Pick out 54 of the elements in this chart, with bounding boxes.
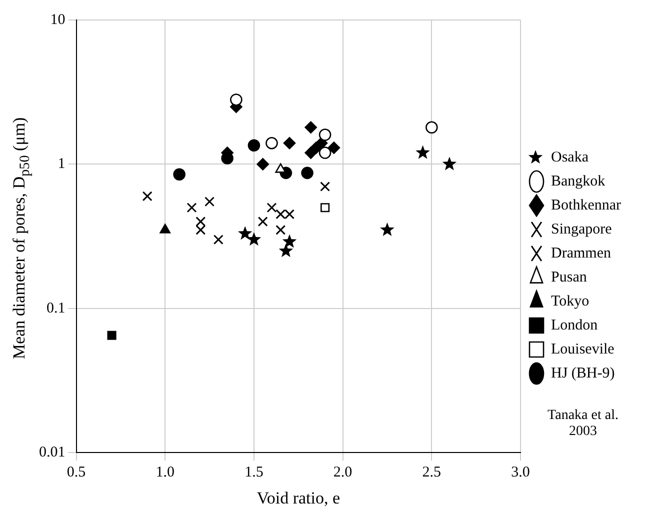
point	[320, 203, 330, 212]
y-tick-label: 1	[58, 156, 66, 172]
point	[328, 142, 340, 154]
legend-label: Osaka	[551, 149, 589, 166]
point	[426, 121, 438, 134]
x-tick-label: 2.5	[422, 464, 442, 481]
x-tick-label: 3.0	[511, 464, 530, 481]
legend-label: Tokyo	[551, 293, 590, 310]
point	[320, 182, 330, 192]
point	[142, 191, 152, 202]
legend-label: Bothkennar	[551, 197, 622, 214]
point	[276, 209, 286, 220]
point	[213, 234, 224, 245]
point	[186, 202, 197, 213]
y-tick-label: 0.01	[39, 444, 66, 461]
point	[442, 156, 457, 170]
point	[380, 222, 394, 236]
x-tick-label: 1.5	[244, 464, 264, 481]
point	[173, 168, 186, 181]
point	[276, 224, 286, 235]
legend-label: Louisevile	[551, 341, 615, 358]
legend-label: Drammen	[551, 245, 612, 262]
legend-label: Singapore	[551, 221, 612, 238]
point	[248, 139, 260, 152]
point	[160, 224, 171, 234]
y-tick-label: 10	[50, 12, 66, 28]
point	[204, 196, 215, 207]
point	[266, 136, 278, 150]
x-tick-label: 2.0	[333, 464, 352, 481]
x-tick-label: 0.5	[66, 464, 86, 481]
point	[107, 330, 116, 340]
point	[416, 145, 430, 159]
point	[256, 158, 269, 170]
point	[278, 244, 294, 258]
point	[238, 226, 252, 240]
text: Tanaka et al. 2003	[546, 408, 620, 440]
y-tick-label: 0.1	[46, 300, 66, 316]
point	[282, 234, 297, 248]
point	[304, 121, 317, 134]
x-axis-title: Void ratio, e	[256, 488, 340, 508]
point	[230, 94, 242, 106]
point	[266, 202, 277, 213]
point	[258, 216, 268, 227]
legend-label: HJ (BH-9)	[551, 365, 615, 382]
point	[284, 209, 294, 220]
legend-label: Bangkok	[551, 173, 606, 190]
point	[318, 146, 332, 159]
point	[246, 232, 262, 246]
legend-label: London	[551, 317, 598, 334]
x-tick-label: 1.0	[156, 464, 174, 481]
point	[301, 166, 314, 180]
point	[283, 136, 296, 150]
point	[318, 128, 332, 141]
legend-label: Pusan	[551, 269, 588, 286]
